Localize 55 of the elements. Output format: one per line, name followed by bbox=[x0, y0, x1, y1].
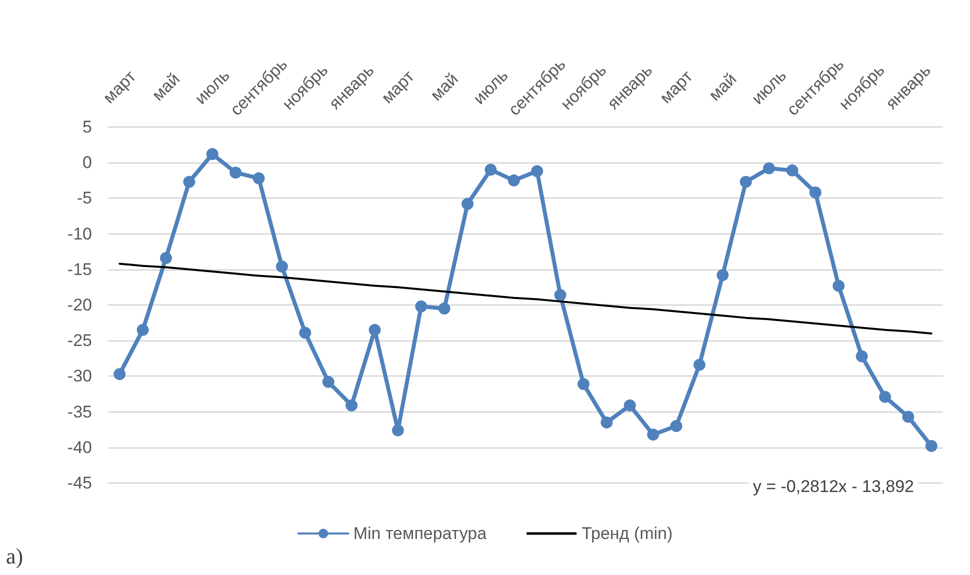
x-tick-label: май bbox=[148, 69, 184, 105]
point bbox=[415, 300, 428, 312]
y-tick-label: -30 bbox=[67, 366, 92, 386]
point bbox=[693, 358, 706, 371]
point bbox=[136, 324, 149, 336]
point bbox=[299, 326, 312, 339]
annotation: y = -0,2812x - 13,892 bbox=[752, 477, 914, 496]
point bbox=[322, 376, 334, 388]
point bbox=[114, 368, 126, 380]
point bbox=[902, 410, 914, 423]
point bbox=[206, 148, 218, 160]
legend-label: Min температура bbox=[353, 524, 488, 543]
y-tick-label: -5 bbox=[76, 188, 92, 208]
point bbox=[786, 164, 798, 176]
point bbox=[624, 399, 636, 412]
point bbox=[832, 280, 845, 292]
point bbox=[879, 390, 892, 403]
legend-label: Тренд (min) bbox=[582, 524, 673, 543]
point bbox=[740, 176, 752, 188]
y-tick-label: -15 bbox=[67, 260, 92, 279]
point bbox=[554, 289, 566, 302]
point bbox=[183, 176, 196, 188]
point bbox=[276, 260, 288, 273]
y-tick-label: -25 bbox=[67, 331, 92, 350]
point bbox=[809, 186, 822, 198]
point bbox=[252, 172, 265, 184]
point bbox=[925, 440, 938, 452]
point bbox=[230, 166, 242, 179]
line-series bbox=[118, 262, 932, 334]
point bbox=[438, 302, 450, 315]
point bbox=[531, 165, 544, 178]
y-tick-label: -35 bbox=[67, 402, 92, 422]
y-tick-label: -10 bbox=[67, 224, 92, 244]
x-tick-label: май bbox=[705, 69, 740, 105]
point bbox=[462, 198, 474, 210]
point bbox=[392, 424, 404, 436]
point bbox=[856, 350, 868, 362]
y-tick-label: -40 bbox=[67, 438, 92, 457]
point bbox=[484, 164, 497, 176]
point bbox=[160, 252, 172, 264]
point bbox=[578, 378, 590, 390]
y-tick-label: 0 bbox=[82, 153, 92, 172]
point bbox=[346, 399, 358, 412]
y-tick-label: -45 bbox=[67, 474, 92, 492]
y-tick-label: 5 bbox=[82, 118, 92, 136]
point bbox=[508, 174, 520, 186]
point bbox=[647, 428, 660, 441]
x-tick-label: май bbox=[426, 69, 462, 105]
point bbox=[670, 420, 682, 432]
point bbox=[716, 269, 729, 282]
text: а) bbox=[6, 544, 24, 568]
point bbox=[600, 416, 613, 428]
point bbox=[763, 162, 776, 174]
y-tick-label: -20 bbox=[67, 296, 92, 314]
point bbox=[368, 324, 381, 336]
